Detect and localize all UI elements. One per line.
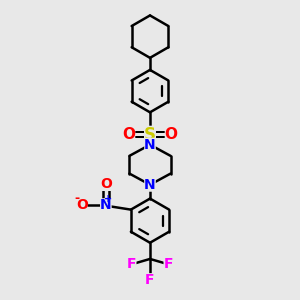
Text: O: O — [122, 127, 135, 142]
Text: N: N — [100, 198, 112, 212]
Text: F: F — [127, 257, 136, 271]
Text: +: + — [104, 194, 112, 204]
Text: O: O — [165, 127, 178, 142]
Text: N: N — [144, 178, 156, 192]
Text: F: F — [164, 257, 173, 271]
Text: F: F — [145, 273, 155, 287]
Text: N: N — [144, 138, 156, 152]
Text: O: O — [76, 198, 88, 212]
Text: -: - — [75, 192, 80, 205]
Text: O: O — [100, 177, 112, 191]
Text: S: S — [144, 126, 156, 144]
